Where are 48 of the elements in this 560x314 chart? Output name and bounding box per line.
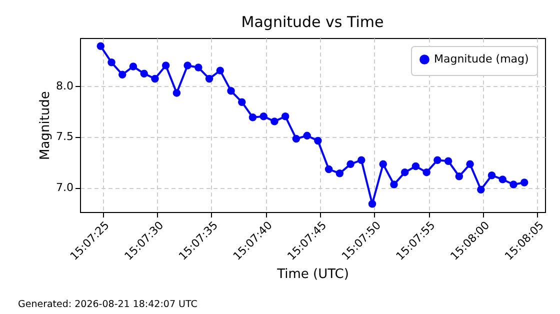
point — [303, 132, 311, 140]
point — [444, 157, 452, 165]
point — [292, 134, 300, 143]
point — [379, 160, 387, 168]
x-axis-title: Time (UTC) — [276, 267, 349, 282]
y-tick-label: 7.5 — [56, 130, 74, 144]
point — [400, 168, 409, 176]
point — [281, 112, 290, 120]
point — [422, 168, 430, 176]
point — [216, 66, 224, 74]
point — [129, 62, 138, 70]
point — [151, 74, 159, 83]
point — [455, 172, 464, 180]
point — [498, 176, 506, 184]
point — [390, 180, 398, 188]
point — [412, 162, 420, 170]
point — [477, 186, 485, 194]
text: Generated: 2026-08-21 18:42:07 UTC — [18, 299, 198, 310]
point — [205, 74, 214, 83]
point — [336, 169, 344, 178]
point — [466, 160, 474, 168]
legend-label: Magnitude (mag) — [434, 52, 529, 66]
y-axis-title: Magnitude — [38, 91, 54, 160]
point — [118, 70, 126, 78]
point — [108, 58, 116, 66]
point — [172, 89, 181, 97]
point — [314, 136, 322, 145]
point — [140, 70, 148, 78]
y-tick-label: 7.0 — [56, 181, 74, 194]
point — [194, 64, 202, 72]
point — [346, 160, 354, 168]
chart-title: Magnitude vs Time — [241, 13, 384, 31]
point — [184, 62, 192, 70]
point — [162, 62, 170, 70]
point — [270, 118, 278, 126]
point — [227, 87, 235, 95]
point — [510, 180, 518, 188]
point — [248, 114, 257, 122]
y-tick-label: 8.0 — [56, 79, 74, 92]
point — [324, 165, 333, 174]
point — [434, 156, 442, 164]
point — [368, 200, 376, 208]
point — [358, 156, 366, 164]
point — [96, 42, 105, 50]
point — [238, 98, 246, 106]
point — [488, 172, 496, 180]
point — [260, 112, 268, 120]
point — [520, 178, 528, 186]
